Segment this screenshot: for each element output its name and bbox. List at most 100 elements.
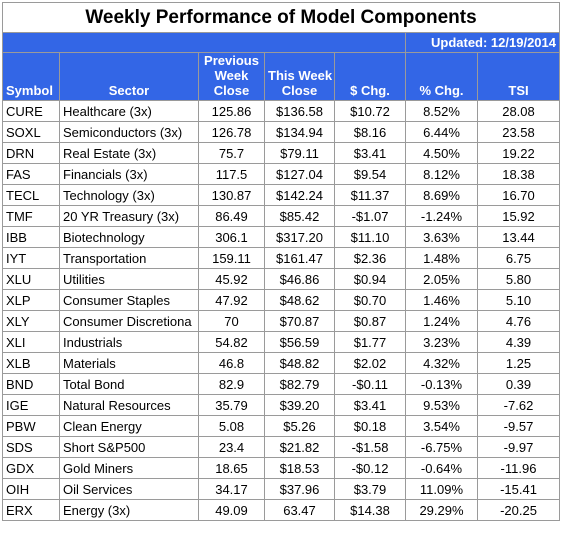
cell-symbol: GDX — [2, 457, 60, 479]
cell-symbol: SDS — [2, 436, 60, 458]
cell-percent-change: 3.63% — [405, 226, 478, 248]
cell-sector: Total Bond — [59, 373, 199, 395]
cell-this-week-close: $142.24 — [264, 184, 335, 206]
cell-dollar-change: $3.41 — [334, 142, 406, 164]
table-row: XLY Consumer Discretiona 70 $70.87 $0.87 1.24… — [2, 310, 560, 332]
cell-this-week-close: $48.82 — [264, 352, 335, 374]
cell-symbol: BND — [2, 373, 60, 395]
col-header-this-week-close: This Week Close — [264, 52, 335, 101]
cell-previous-close: 46.8 — [198, 352, 265, 374]
cell-dollar-change: $1.77 — [334, 331, 406, 353]
performance-table-container: Weekly Performance of Model Components U… — [2, 2, 560, 521]
cell-symbol: XLY — [2, 310, 60, 332]
cell-this-week-close: $70.87 — [264, 310, 335, 332]
cell-percent-change: 3.54% — [405, 415, 478, 437]
cell-percent-change: 8.69% — [405, 184, 478, 206]
table-row: DRN Real Estate (3x) 75.7 $79.11 $3.41 4.50% 1… — [2, 142, 560, 164]
cell-percent-change: 6.44% — [405, 121, 478, 143]
table-row: XLI Industrials 54.82 $56.59 $1.77 3.23% 4.39 — [2, 331, 560, 353]
table-row: XLP Consumer Staples 47.92 $48.62 $0.70 1.46%… — [2, 289, 560, 311]
cell-tsi: 4.76 — [477, 310, 560, 332]
cell-symbol: XLP — [2, 289, 60, 311]
cell-symbol: IYT — [2, 247, 60, 269]
cell-symbol: XLU — [2, 268, 60, 290]
cell-symbol: ERX — [2, 499, 60, 521]
cell-this-week-close: $39.20 — [264, 394, 335, 416]
table-row: SOXL Semiconductors (3x) 126.78 $134.94 $8.1… — [2, 121, 560, 143]
cell-this-week-close: $21.82 — [264, 436, 335, 458]
cell-percent-change: 29.29% — [405, 499, 478, 521]
cell-symbol: IGE — [2, 394, 60, 416]
cell-sector: Transportation — [59, 247, 199, 269]
cell-this-week-close: $18.53 — [264, 457, 335, 479]
cell-tsi: 18.38 — [477, 163, 560, 185]
cell-tsi: -15.41 — [477, 478, 560, 500]
cell-dollar-change: $0.87 — [334, 310, 406, 332]
table-title: Weekly Performance of Model Components — [2, 2, 560, 33]
cell-symbol: SOXL — [2, 121, 60, 143]
cell-symbol: OIH — [2, 478, 60, 500]
cell-tsi: -20.25 — [477, 499, 560, 521]
table-row: ERX Energy (3x) 49.09 63.47 $14.38 29.29% -20.… — [2, 499, 560, 521]
cell-previous-close: 86.49 — [198, 205, 265, 227]
cell-tsi: 0.39 — [477, 373, 560, 395]
cell-previous-close: 82.9 — [198, 373, 265, 395]
cell-percent-change: -1.24% — [405, 205, 478, 227]
cell-dollar-change: $9.54 — [334, 163, 406, 185]
cell-percent-change: 8.12% — [405, 163, 478, 185]
cell-percent-change: 11.09% — [405, 478, 478, 500]
cell-dollar-change: $0.18 — [334, 415, 406, 437]
cell-this-week-close: $136.58 — [264, 100, 335, 122]
cell-symbol: DRN — [2, 142, 60, 164]
cell-sector: Clean Energy — [59, 415, 199, 437]
cell-sector: Consumer Discretiona — [59, 310, 199, 332]
cell-previous-close: 70 — [198, 310, 265, 332]
cell-previous-close: 75.7 — [198, 142, 265, 164]
cell-sector: Financials (3x) — [59, 163, 199, 185]
cell-this-week-close: $46.86 — [264, 268, 335, 290]
cell-previous-close: 130.87 — [198, 184, 265, 206]
cell-tsi: 6.75 — [477, 247, 560, 269]
cell-tsi: 16.70 — [477, 184, 560, 206]
cell-dollar-change: $11.37 — [334, 184, 406, 206]
table-row: SDS Short S&P500 23.4 $21.82 -$1.58 -6.75% -9.… — [2, 436, 560, 458]
cell-sector: Natural Resources — [59, 394, 199, 416]
cell-this-week-close: $82.79 — [264, 373, 335, 395]
table-row: GDX Gold Miners 18.65 $18.53 -$0.12 -0.64% -11… — [2, 457, 560, 479]
col-header-percent-change: % Chg. — [405, 52, 478, 101]
cell-percent-change: 9.53% — [405, 394, 478, 416]
table-row: FAS Financials (3x) 117.5 $127.04 $9.54 8.12%… — [2, 163, 560, 185]
cell-dollar-change: $8.16 — [334, 121, 406, 143]
cell-this-week-close: 63.47 — [264, 499, 335, 521]
cell-this-week-close: $37.96 — [264, 478, 335, 500]
cell-this-week-close: $48.62 — [264, 289, 335, 311]
cell-sector: Consumer Staples — [59, 289, 199, 311]
cell-tsi: 5.10 — [477, 289, 560, 311]
cell-dollar-change: $3.41 — [334, 394, 406, 416]
cell-tsi: 1.25 — [477, 352, 560, 374]
cell-tsi: 23.58 — [477, 121, 560, 143]
cell-dollar-change: $0.70 — [334, 289, 406, 311]
cell-symbol: CURE — [2, 100, 60, 122]
cell-previous-close: 5.08 — [198, 415, 265, 437]
cell-sector: Materials — [59, 352, 199, 374]
cell-previous-close: 23.4 — [198, 436, 265, 458]
cell-sector: Oil Services — [59, 478, 199, 500]
cell-percent-change: 1.46% — [405, 289, 478, 311]
cell-percent-change: 3.23% — [405, 331, 478, 353]
cell-previous-close: 159.11 — [198, 247, 265, 269]
cell-tsi: 15.92 — [477, 205, 560, 227]
cell-dollar-change: $11.10 — [334, 226, 406, 248]
cell-sector: Technology (3x) — [59, 184, 199, 206]
cell-tsi: 13.44 — [477, 226, 560, 248]
cell-percent-change: -0.64% — [405, 457, 478, 479]
cell-tsi: -9.57 — [477, 415, 560, 437]
table-row: IYT Transportation 159.11 $161.47 $2.36 1.48%… — [2, 247, 560, 269]
table-row: TMF 20 YR Treasury (3x) 86.49 $85.42 -$1.07-… — [2, 205, 560, 227]
cell-sector: Industrials — [59, 331, 199, 353]
table-row: IBB Biotechnology 306.1 $317.20 $11.10 3.63% 1… — [2, 226, 560, 248]
cell-dollar-change: -$1.07 — [334, 205, 406, 227]
cell-tsi: 4.39 — [477, 331, 560, 353]
cell-sector: Utilities — [59, 268, 199, 290]
cell-previous-close: 45.92 — [198, 268, 265, 290]
